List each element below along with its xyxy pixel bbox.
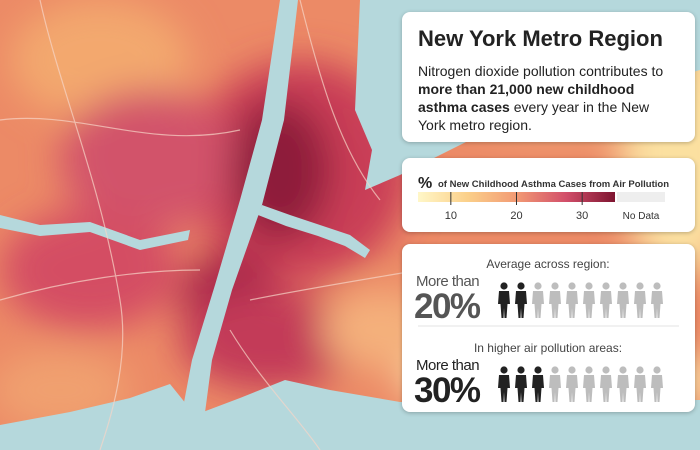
icon-body [549,375,561,402]
description-bold: more than 21,000 new childhood asthma ca… [418,81,635,115]
stat-prefix: More than [416,357,479,374]
icon-head [500,366,508,374]
icon-body [515,291,527,318]
stat-value: 30% [414,371,481,410]
icon-body [634,291,646,318]
icon-head [534,282,542,290]
stats-panel: Average across region: More than 20% In hig… [402,244,695,412]
person-icon [566,282,578,318]
title: New York Metro Region [418,26,663,51]
legend-panel: % of New Childhood Asthma Cases from Air… [402,158,695,232]
icon-body [498,291,510,318]
hudson-river [175,0,298,450]
stat-heading: Average across region: [486,257,609,271]
icon-head [653,366,661,374]
icon-head [551,282,559,290]
person-icon [498,282,510,318]
person-icon [515,282,527,318]
person-icon [515,366,527,402]
icon-head [568,366,576,374]
icon-head [517,282,525,290]
icon-body [617,291,629,318]
no-data-label: No Data [623,211,660,222]
person-icon [617,282,629,318]
icon-body [566,375,578,402]
person-icon [634,282,646,318]
icon-head [619,282,627,290]
icon-head [568,282,576,290]
icon-body [600,375,612,402]
icon-head [585,282,593,290]
person-icon [549,366,561,402]
description-text: Nitrogen dioxide pollution contributes t… [418,63,664,79]
icon-head [585,366,593,374]
icon-head [653,282,661,290]
person-icon [600,282,612,318]
tick-label: 20 [510,210,522,222]
icon-body [549,291,561,318]
lower-bay [0,380,700,450]
person-icon [583,366,595,402]
icon-head [619,366,627,374]
icon-head [500,282,508,290]
stat-heading: In higher air pollution areas: [474,341,622,355]
icon-head [551,366,559,374]
icon-head [602,366,610,374]
info-panel: New York Metro Region Nitrogen dioxide p… [402,12,695,142]
icon-head [636,282,644,290]
kill-van-kull [0,215,190,250]
icon-body [532,291,544,318]
tick-label: 10 [445,210,457,222]
person-icon [617,366,629,402]
person-icon [600,366,612,402]
icon-head [602,282,610,290]
person-icon [532,282,544,318]
icon-body [515,375,527,402]
person-icon [651,282,663,318]
icon-body [566,291,578,318]
tick-label: 30 [576,210,588,222]
person-icon [566,366,578,402]
legend-title: of New Childhood Asthma Cases from Air P… [438,179,669,190]
icon-body [651,291,663,318]
icon-body [600,291,612,318]
stat-value: 20% [414,287,481,326]
stat-prefix: More than [416,273,479,290]
person-icon [532,366,544,402]
person-icon [634,366,646,402]
person-icon [549,282,561,318]
icon-head [534,366,542,374]
icon-body [634,375,646,402]
legend-symbol: % [418,175,432,192]
east-river [258,205,370,258]
icon-head [517,366,525,374]
icon-body [651,375,663,402]
person-icon [583,282,595,318]
icon-body [583,375,595,402]
icon-head [636,366,644,374]
icon-body [498,375,510,402]
roads [0,0,421,450]
person-icon [498,366,510,402]
icon-body [583,291,595,318]
no-data-swatch [617,192,665,202]
description: Nitrogen dioxide pollution contributes t… [418,62,679,134]
legend: % of New Childhood Asthma Cases from Air… [418,175,669,222]
icon-body [532,375,544,402]
description-text: every year in the New York metro region. [418,99,650,133]
icon-body [617,375,629,402]
person-icon [651,366,663,402]
